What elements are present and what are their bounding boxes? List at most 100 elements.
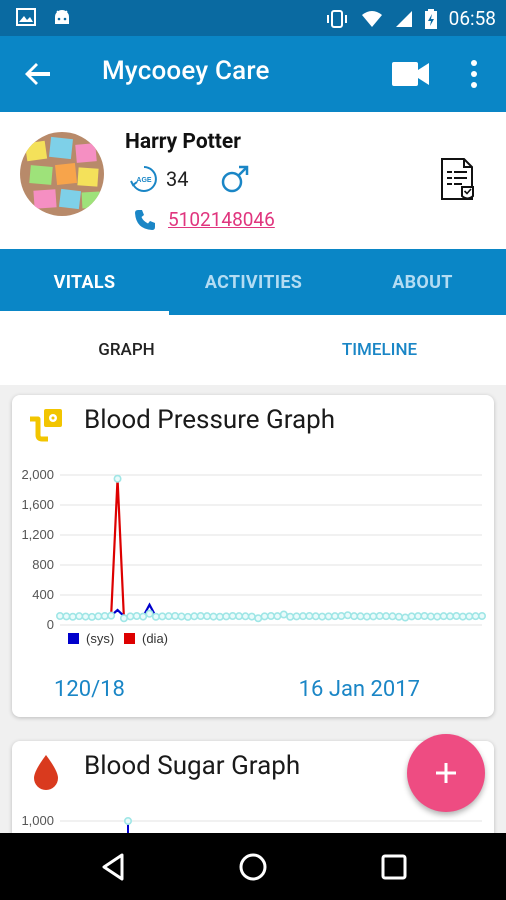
nav-recents-icon	[381, 854, 407, 880]
bp-data-point	[228, 612, 237, 621]
bp-data-point	[279, 610, 288, 619]
phone-number-link[interactable]: 5102148046	[168, 208, 275, 231]
bp-y-tick-label: 800	[32, 557, 54, 572]
back-button[interactable]	[22, 58, 54, 90]
bp-data-point	[87, 612, 96, 621]
bp-data-point	[241, 612, 250, 621]
bp-latest-reading: 120/18	[54, 677, 125, 702]
age-value: 34	[166, 167, 189, 191]
bp-data-point	[465, 612, 474, 621]
video-call-button[interactable]	[392, 60, 430, 88]
bp-data-point	[171, 612, 180, 621]
app-title: Mycooey Care	[102, 56, 270, 86]
tab-about[interactable]: ABOUT	[392, 271, 453, 293]
more-options-button[interactable]	[462, 56, 486, 92]
bp-data-point	[247, 612, 256, 621]
bp-data-point	[446, 612, 455, 621]
back-arrow-icon	[25, 63, 50, 85]
nav-back-button[interactable]	[96, 849, 132, 885]
sub-tabs: GRAPH TIMELINE	[0, 315, 506, 385]
blood-pressure-card[interactable]: Blood Pressure Graph 0 400 800 1,200 1,600 2,…	[12, 395, 494, 717]
subtab-graph[interactable]: GRAPH	[98, 340, 155, 360]
bp-data-point	[209, 612, 218, 621]
vibrate-icon	[326, 9, 347, 28]
male-gender-icon	[222, 165, 249, 193]
more-vert-icon	[471, 60, 477, 88]
document-report-icon	[441, 158, 474, 200]
bp-data-point	[139, 612, 148, 621]
bp-data-point	[75, 612, 84, 621]
nav-home-icon	[239, 853, 267, 881]
tab-vitals[interactable]: VITALS	[53, 271, 116, 293]
bp-data-point	[254, 614, 263, 623]
image-icon	[16, 8, 36, 26]
age-row: AGE 34	[130, 164, 250, 194]
bp-data-point	[292, 612, 301, 621]
bp-data-point	[311, 612, 320, 621]
bs-card-title: Blood Sugar Graph	[84, 751, 301, 781]
bp-data-point	[458, 612, 467, 621]
bp-data-point	[267, 612, 276, 621]
app-bar: Mycooey Care	[0, 36, 506, 112]
bp-data-point	[94, 612, 103, 621]
add-button[interactable]	[407, 734, 485, 812]
bp-data-point	[407, 612, 416, 621]
plus-icon	[436, 763, 456, 783]
bp-series-line-dia	[59, 478, 483, 620]
bp-data-point	[305, 612, 314, 621]
bp-data-point	[126, 612, 135, 621]
bp-data-point	[401, 613, 410, 622]
nav-home-button[interactable]	[235, 849, 271, 885]
bp-legend-label-dia: (dia)	[142, 631, 168, 646]
tab-indicator	[0, 311, 169, 315]
bp-data-point	[369, 612, 378, 621]
tab-activities[interactable]: ACTIVITIES	[204, 271, 303, 293]
bp-data-point	[215, 612, 224, 621]
bp-legend-swatch-dia	[124, 633, 135, 644]
bs-card-icon-wrap	[26, 751, 66, 791]
bp-y-tick-label: 0	[47, 617, 54, 632]
bp-legend-label-sys: (sys)	[86, 631, 114, 646]
bp-data-point	[343, 611, 352, 620]
bp-data-point	[337, 612, 346, 621]
bp-latest-date: 16 Jan 2017	[298, 677, 420, 702]
bs-data-point	[124, 816, 133, 825]
bp-data-point	[273, 612, 282, 621]
patient-profile: Harry Potter AGE 34 5102148046	[0, 112, 506, 249]
android-icon	[55, 10, 69, 24]
bp-data-point	[426, 612, 435, 621]
blood-pressure-monitor-icon	[30, 409, 62, 442]
battery-icon	[424, 8, 437, 29]
bp-data-point	[81, 612, 90, 621]
nav-back-icon	[102, 853, 124, 881]
bp-legend-swatch-sys	[68, 633, 79, 644]
bp-data-point	[414, 612, 423, 621]
bp-data-point	[132, 612, 141, 621]
bp-data-point	[298, 612, 307, 621]
bp-data-point	[330, 612, 339, 621]
bp-data-point	[190, 612, 199, 621]
blood-pressure-chart[interactable]: 0 400 800 1,200 1,600 2,000 (sys) (dia)	[12, 451, 494, 661]
bp-card-icon-wrap	[26, 405, 66, 445]
wifi-icon	[361, 10, 382, 27]
bp-data-point	[203, 612, 212, 621]
age-icon: AGE	[130, 166, 157, 192]
bp-data-point	[324, 612, 333, 621]
bp-data-point	[260, 612, 269, 621]
bp-data-point	[286, 612, 295, 621]
nav-recents-button[interactable]	[376, 849, 412, 885]
bp-data-point	[394, 612, 403, 621]
phone-row[interactable]: 5102148046	[134, 208, 275, 231]
bp-data-point	[362, 612, 371, 621]
bp-data-point	[350, 612, 359, 621]
bp-y-tick-label: 2,000	[21, 467, 54, 482]
subtab-timeline[interactable]: TIMELINE	[341, 340, 418, 360]
bp-data-point	[452, 612, 461, 621]
phone-icon	[135, 209, 155, 230]
report-button[interactable]	[440, 158, 476, 202]
avatar[interactable]	[20, 132, 104, 216]
bp-data-point	[62, 612, 71, 621]
bp-card-title: Blood Pressure Graph	[84, 405, 336, 435]
signal-icon	[395, 10, 412, 27]
bp-data-point	[100, 612, 109, 621]
